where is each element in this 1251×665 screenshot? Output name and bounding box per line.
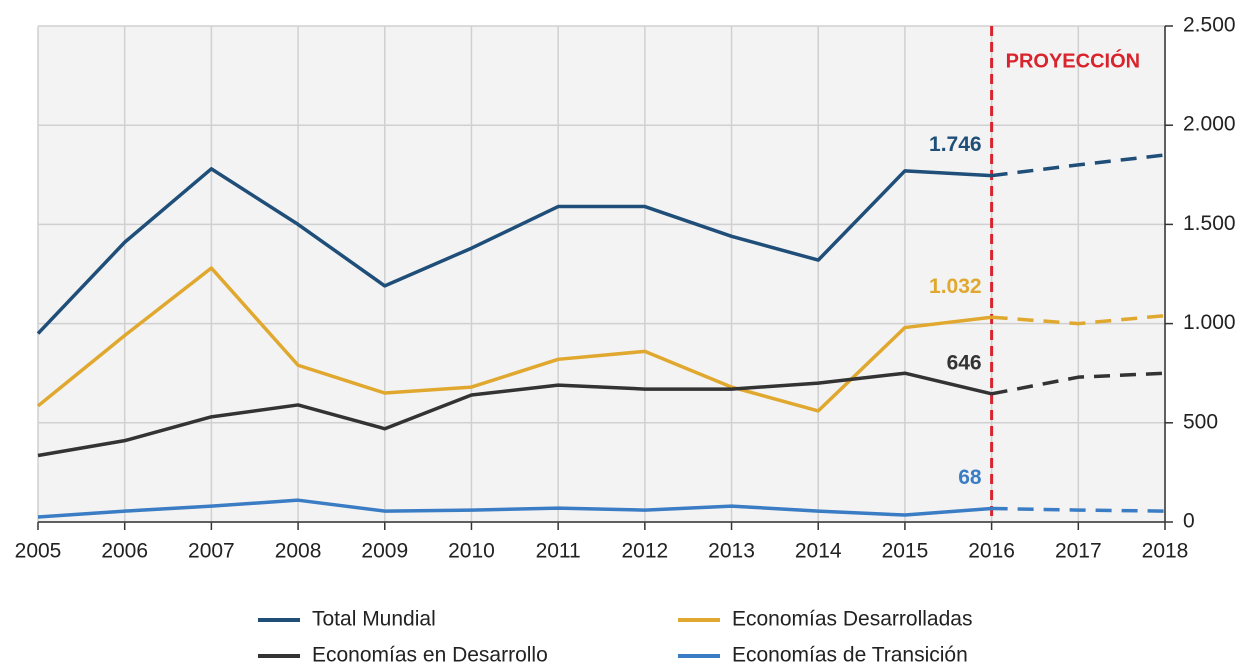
x-tick-label: 2007	[188, 540, 235, 563]
x-tick-label: 2016	[968, 540, 1015, 563]
x-tick-label: 2018	[1142, 540, 1189, 563]
series-line	[991, 153, 1166, 178]
series-line	[991, 506, 1166, 513]
legend-label: Economías de Transición	[732, 644, 968, 665]
legend-label: Total Mundial	[312, 608, 436, 631]
x-tick-label: 2012	[621, 540, 668, 563]
x-tick-label: 2017	[1055, 540, 1102, 563]
data-label: 1.032	[929, 275, 982, 298]
projection-label: PROYECCIÓN	[1006, 48, 1140, 72]
y-tick-label: 2.500	[1183, 14, 1236, 37]
series-line	[991, 313, 1166, 326]
legend-label: Economías en Desarrollo	[312, 644, 548, 665]
x-tick-label: 2005	[15, 540, 62, 563]
series-line	[37, 498, 992, 519]
x-tick-label: 2014	[795, 540, 842, 563]
x-tick-label: 2006	[101, 540, 148, 563]
series-line	[36, 167, 992, 335]
x-tick-label: 2009	[361, 540, 408, 563]
y-tick-label: 1.500	[1183, 212, 1236, 235]
legend-label: Economías Desarrolladas	[732, 608, 972, 631]
y-tick-label: 2.000	[1183, 113, 1236, 136]
series-line	[37, 371, 993, 458]
x-tick-label: 2008	[275, 540, 322, 563]
plot-area	[38, 26, 1165, 522]
series-line	[991, 371, 1166, 396]
y-tick-label: 500	[1183, 410, 1218, 433]
x-tick-label: 2013	[708, 540, 755, 563]
x-tick-label: 2015	[882, 540, 929, 563]
data-label: 1.746	[929, 133, 982, 156]
data-label: 68	[958, 466, 982, 489]
x-tick-label: 2010	[448, 540, 495, 563]
x-tick-label: 2011	[536, 540, 581, 563]
data-label: 646	[947, 351, 982, 374]
y-tick-label: 0	[1183, 510, 1195, 533]
series-line	[36, 266, 992, 413]
y-tick-label: 1.000	[1183, 311, 1236, 334]
